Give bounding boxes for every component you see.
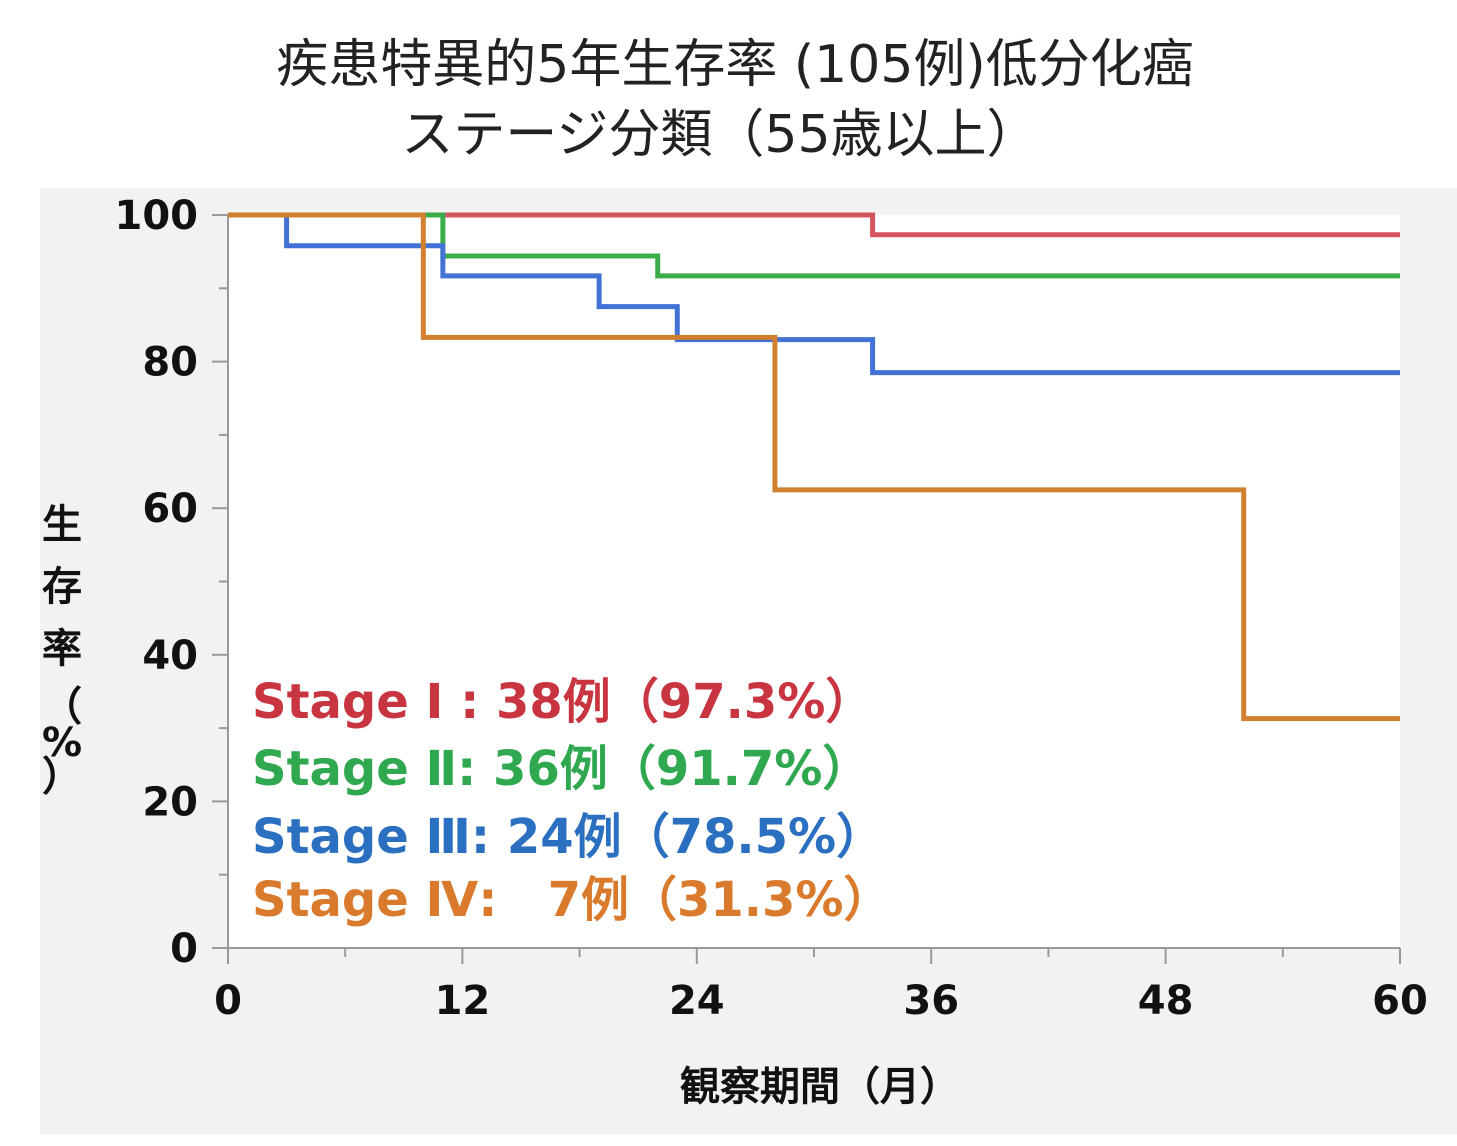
legend-entry: Stage Ⅰ : 38例（97.3%） [252,674,873,730]
y-axis-label-char: 生 [42,502,82,548]
legend: Stage Ⅰ : 38例（97.3%） Stage Ⅱ: 36例（91.7%） S… [252,674,892,928]
y-axis-label-char: 率 [42,626,82,672]
y-axis-label-char: % [42,720,82,766]
x-tick-label: 0 [214,978,242,1024]
y-tick-label: 20 [142,779,198,825]
legend-entry: Stage Ⅲ: 24例（78.5%） [252,809,884,865]
x-axis-label: 観察期間（月） [680,1064,960,1110]
x-tick-label: 36 [903,978,959,1024]
y-tick-label: 40 [142,633,198,679]
y-axis-label-char: 存 [42,564,82,610]
y-tick-label: 0 [170,926,198,972]
series-line-stage-ⅳ [228,212,1400,722]
x-tick-label: 24 [669,978,725,1024]
series-line-stage-ⅰ [228,212,1400,238]
y-axis-label-char: ） [42,754,82,800]
y-tick-label: 60 [142,486,198,532]
y-axis-label: 生存率 （%） [42,502,82,800]
y-axis-label-char: （ [42,684,82,730]
series-lines [228,212,1400,722]
x-tick-label: 48 [1138,978,1194,1024]
tick-labels: 0 20 40 60 80 100 0 12 24 36 48 60 [115,193,1428,1024]
legend-entry: Stage Ⅳ: 7例（31.3%） [252,872,892,928]
y-tick-label: 80 [142,340,198,386]
series-line-stage-ⅲ [228,212,1400,376]
x-tick-label: 12 [435,978,491,1024]
y-tick-label: 100 [115,193,199,239]
axes [212,214,1401,964]
chart-title-line1: 疾患特異的5年生存率 (105例)低分化癌 [276,35,1193,95]
chart-title-line2: ステージ分類（55歳以上） [401,105,1038,165]
x-tick-label: 60 [1372,978,1428,1024]
legend-entry: Stage Ⅱ: 36例（91.7%） [252,741,870,797]
